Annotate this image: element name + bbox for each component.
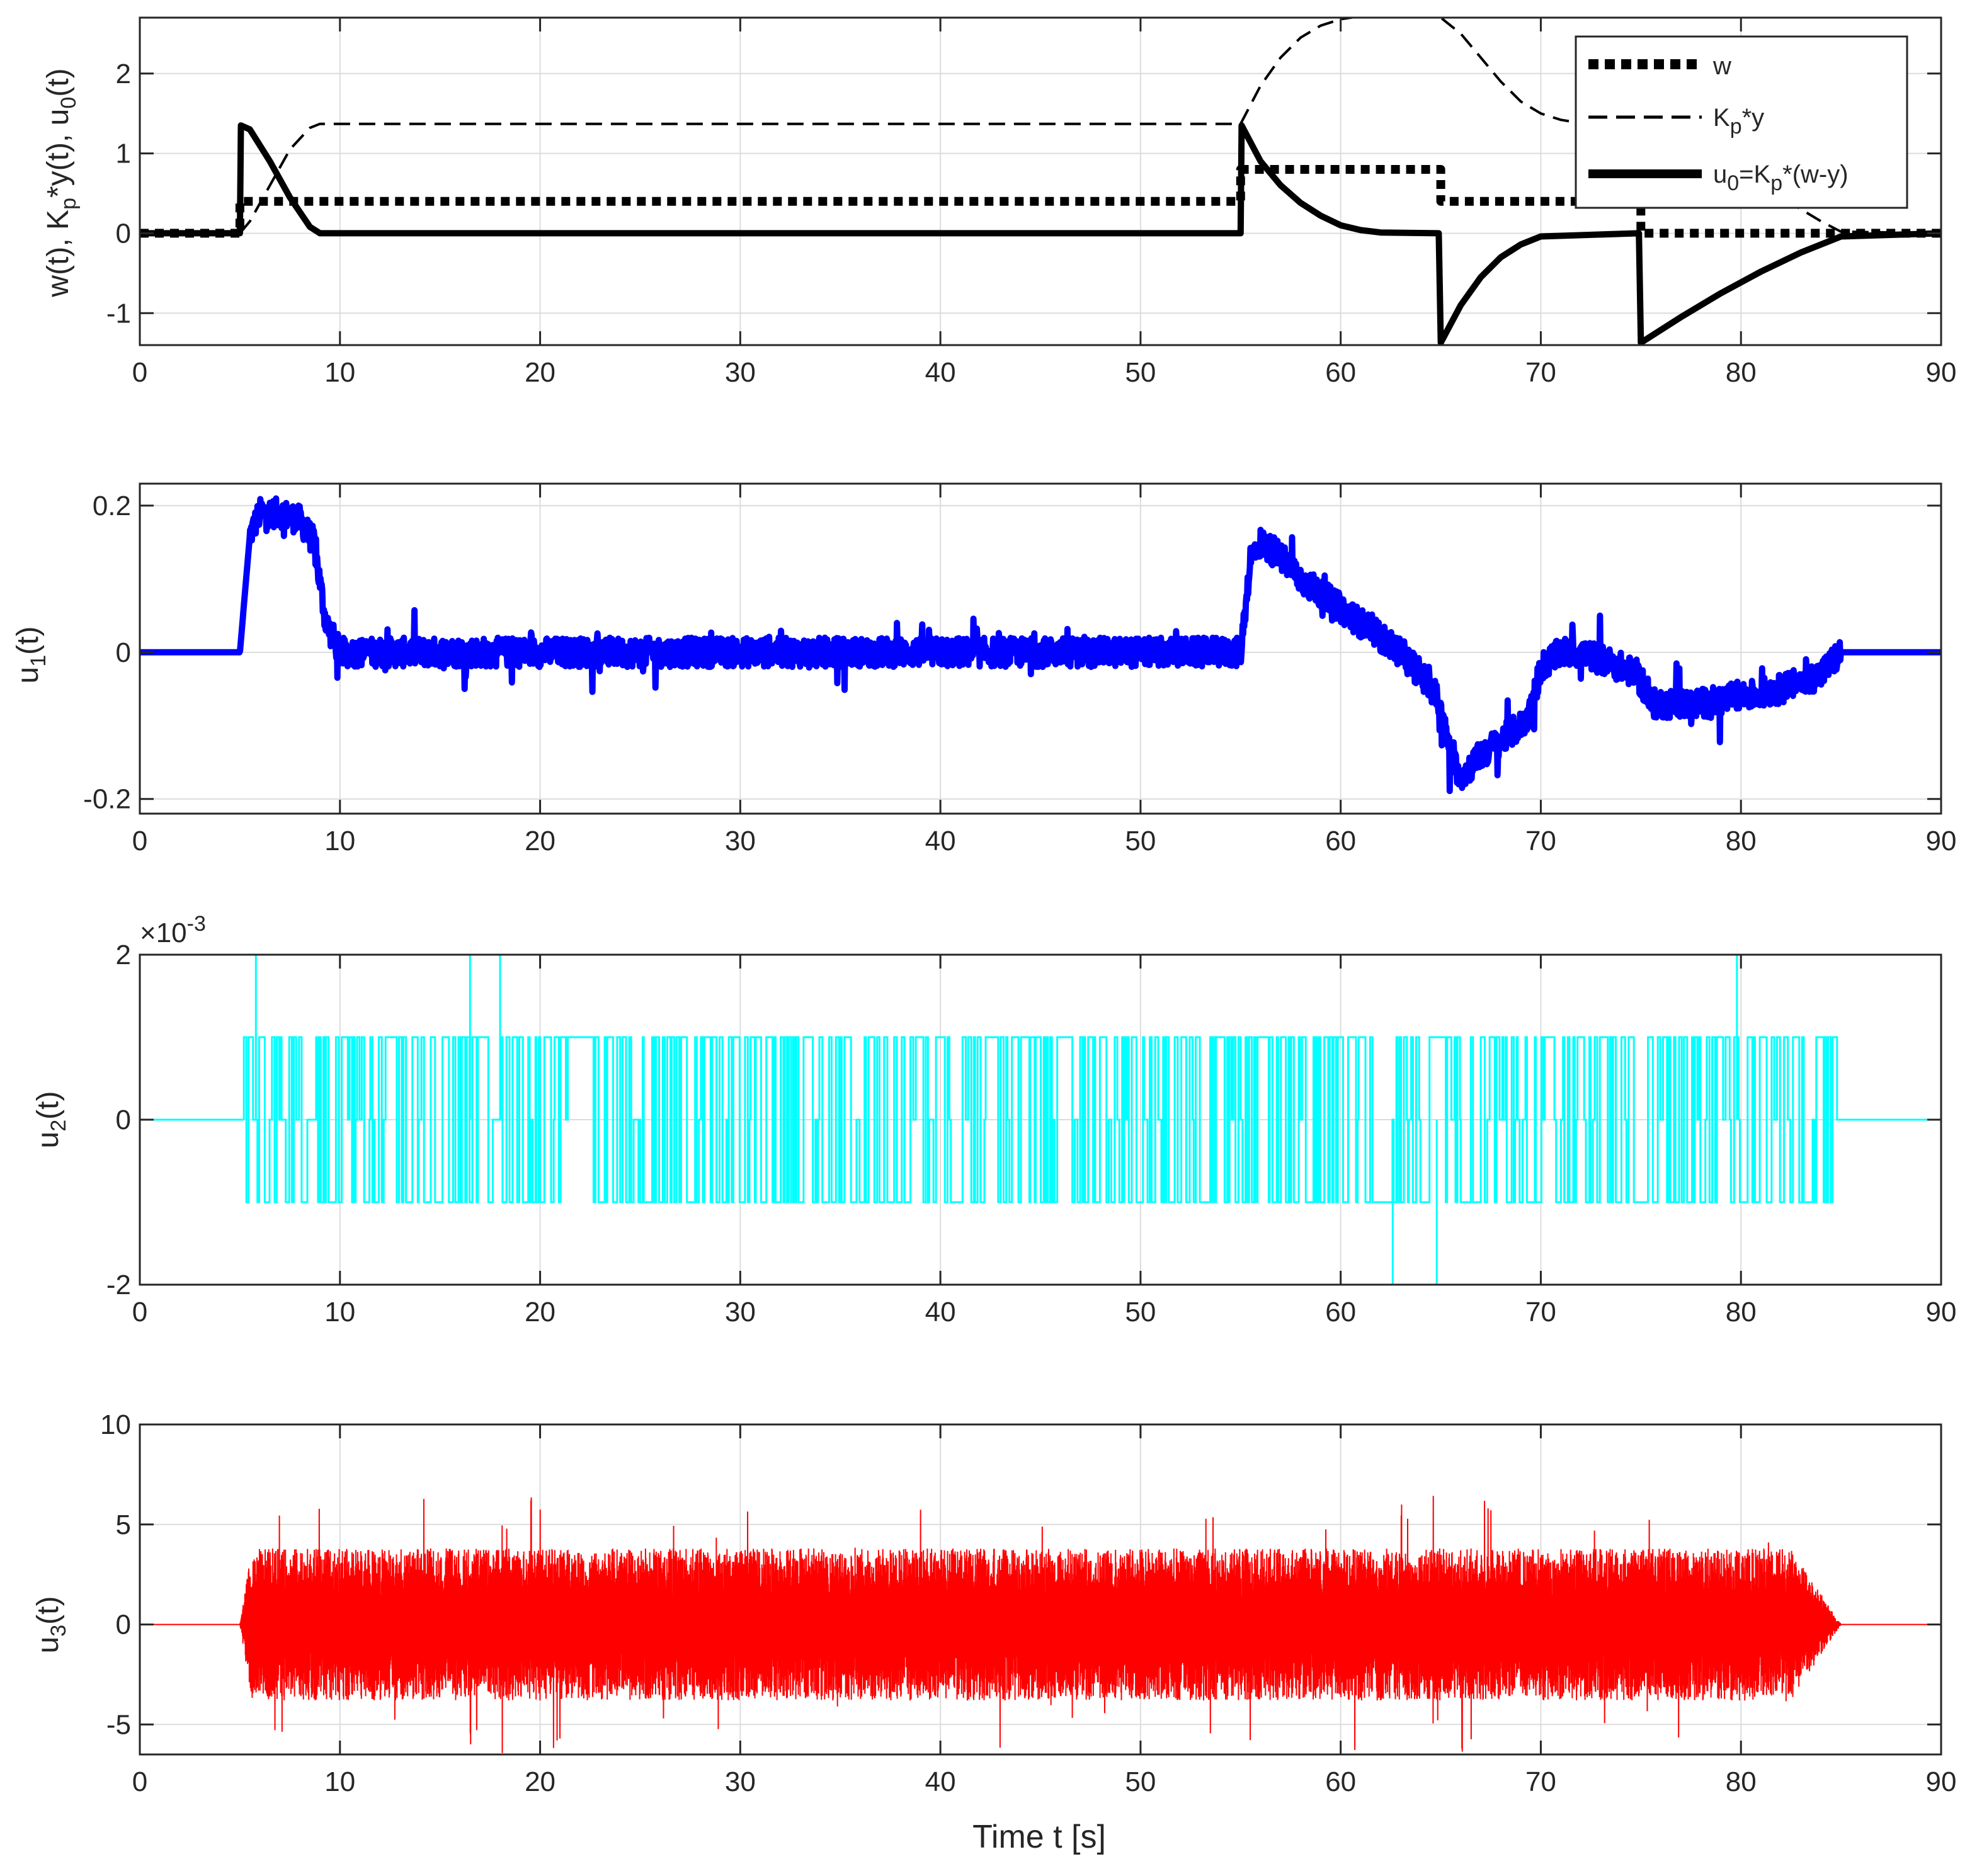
x-tick-label: 40	[925, 826, 956, 856]
x-tick-label: 90	[1926, 357, 1957, 388]
series-kpy	[140, 18, 1941, 235]
series-u0	[140, 122, 1941, 345]
x-axis-label: Time t [s]	[972, 1819, 1106, 1855]
panel-3: 0 10 20 30 40 50 60 70 80 90-202 u2(t) ×10-3	[31, 912, 1956, 1327]
y-tick-label: 2	[116, 940, 131, 970]
x-tick-label: 0	[132, 1766, 147, 1797]
x-tick-label: 50	[1125, 357, 1156, 388]
y-tick-label: 1	[116, 139, 131, 169]
x-tick-label: 10	[324, 1297, 355, 1327]
x-tick-label: 40	[925, 357, 956, 388]
x-tick-label: 60	[1325, 826, 1356, 856]
x-tick-label: 70	[1525, 357, 1556, 388]
y-tick-label: 0	[116, 218, 131, 249]
x-tick-label: 10	[324, 1766, 355, 1797]
x-tick-label: 50	[1125, 826, 1156, 856]
x-tick-label: 80	[1726, 1766, 1757, 1797]
panel-3-yscale: ×10-3	[140, 912, 206, 948]
x-tick-label: 90	[1926, 1766, 1957, 1797]
y-tick-label: 0.2	[93, 491, 131, 521]
y-tick-label: 0	[116, 1105, 131, 1135]
y-tick-label: 10	[100, 1409, 131, 1440]
x-tick-label: 40	[925, 1766, 956, 1797]
x-tick-label: 30	[725, 1297, 756, 1327]
panel-3-series	[140, 955, 1941, 1285]
panel-2-ylabel: u1(t)	[11, 627, 50, 684]
x-tick-label: 80	[1726, 826, 1757, 856]
x-tick-label: 50	[1125, 1766, 1156, 1797]
x-tick-label: 70	[1525, 1297, 1556, 1327]
x-tick-label: 50	[1125, 1297, 1156, 1327]
panel-3-axes: 0 10 20 30 40 50 60 70 80 90-202	[106, 940, 1957, 1327]
x-tick-label: 60	[1325, 357, 1356, 388]
x-tick-label: 10	[324, 357, 355, 388]
x-tick-label: 30	[725, 1766, 756, 1797]
x-tick-label: 30	[725, 826, 756, 856]
x-tick-label: 70	[1525, 826, 1556, 856]
panel-2: 0 10 20 30 40 50 60 70 80 90-0.200.2 u1(t)	[11, 482, 1957, 856]
x-tick-label: 10	[324, 826, 355, 856]
x-tick-label: 30	[725, 357, 756, 388]
panel-1-series	[140, 18, 1941, 345]
axes-box	[139, 953, 1942, 1286]
x-tick-label: 20	[525, 1766, 555, 1797]
panel-1-ylabel: w(t), Kp*y(t), u0(t)	[42, 68, 81, 297]
x-tick-label: 20	[525, 826, 555, 856]
x-tick-label: 80	[1726, 357, 1757, 388]
axes-box	[139, 482, 1942, 815]
panel-3-ylabel: u2(t)	[31, 1091, 71, 1149]
x-tick-label: 20	[525, 357, 555, 388]
panel-4-series	[140, 1496, 1941, 1753]
y-tick-label: 2	[116, 59, 131, 89]
series-u2	[140, 1036, 1941, 1203]
y-tick-label: 0	[116, 637, 131, 668]
x-tick-label: 0	[132, 357, 147, 388]
x-tick-label: 60	[1325, 1766, 1356, 1797]
y-tick-label: -0.2	[83, 784, 131, 815]
y-tick-label: -2	[106, 1270, 131, 1300]
legend-label-u0: u0=Kp*(w-y)	[1713, 161, 1849, 195]
panel-2-series	[140, 495, 1941, 795]
x-tick-label: 90	[1926, 826, 1957, 856]
x-tick-label: 80	[1726, 1297, 1757, 1327]
x-tick-label: 20	[525, 1297, 555, 1327]
panel-4-ylabel: u3(t)	[31, 1596, 71, 1654]
panel-1-legend: w Kp*y u0=Kp*(w-y)	[1575, 35, 1908, 209]
y-tick-label: 5	[116, 1509, 131, 1540]
x-tick-label: 40	[925, 1297, 956, 1327]
series-u1	[140, 495, 1941, 795]
x-tick-label: 70	[1525, 1766, 1556, 1797]
y-tick-label: -1	[106, 298, 131, 329]
axes-box	[139, 1423, 1942, 1756]
legend-label-kpy: Kp*y	[1713, 104, 1764, 139]
panel-2-axes: 0 10 20 30 40 50 60 70 80 90-0.200.2	[83, 482, 1957, 856]
x-tick-label: 60	[1325, 1297, 1356, 1327]
x-tick-label: 0	[132, 826, 147, 856]
y-tick-label: -5	[106, 1709, 131, 1740]
series-u3	[140, 1496, 1941, 1753]
x-tick-label: 90	[1926, 1297, 1957, 1327]
x-tick-label: 0	[132, 1297, 147, 1327]
axes-box	[139, 16, 1942, 346]
legend-label-w: w	[1712, 52, 1731, 80]
y-tick-label: 0	[116, 1610, 131, 1640]
